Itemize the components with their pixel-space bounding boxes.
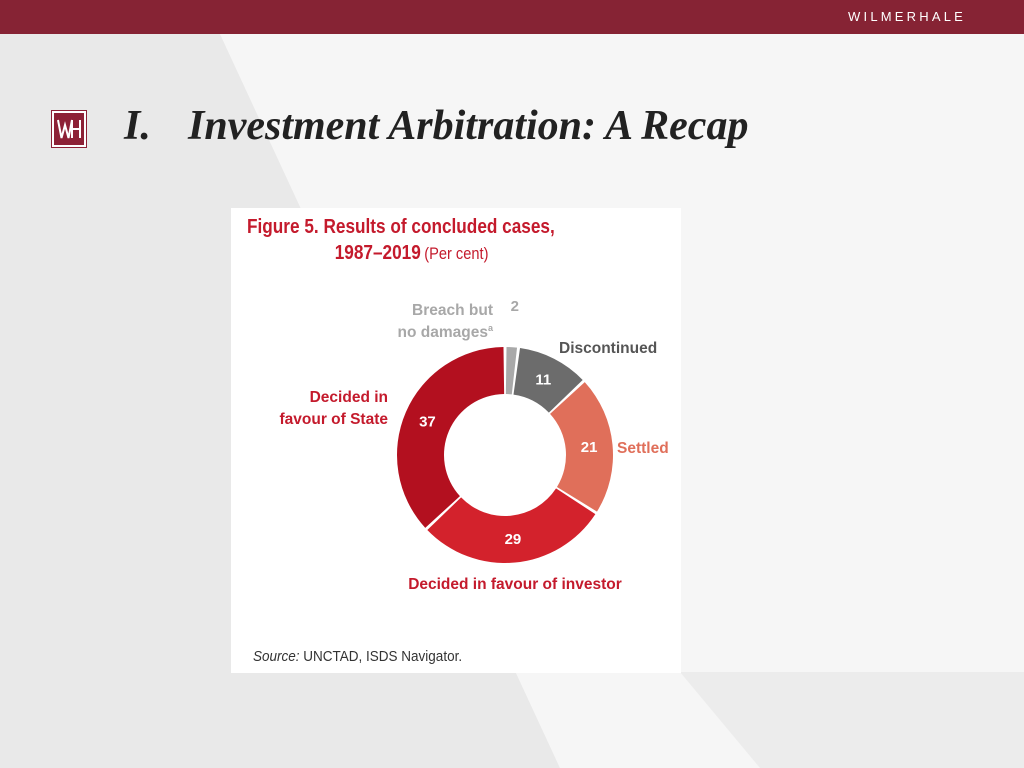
figure-title-line2: 1987–2019 xyxy=(334,242,421,264)
source-label: Source: xyxy=(253,648,300,665)
figure-source: Source: UNCTAD, ISDS Navigator. xyxy=(253,648,462,665)
slice-breach-but-no-damages xyxy=(505,347,518,395)
source-text: UNCTAD, ISDS Navigator. xyxy=(299,648,463,665)
page-title: I. Investment Arbitration: A Recap xyxy=(124,102,748,150)
section-number: I. xyxy=(124,103,151,149)
donut-chart: 2 11 21 29 37 Breach but no damagesa Discontin… xyxy=(279,298,669,593)
brand-name: WILMERHALE xyxy=(848,9,966,24)
header-bar: WILMERHALE xyxy=(0,0,1024,34)
figure-panel: Figure 5. Results of concluded cases, 19… xyxy=(231,208,681,673)
slice-decided-in-favour-of-state xyxy=(396,347,505,528)
figure-title: Figure 5. Results of concluded cases, 19… xyxy=(247,214,555,267)
category-label-settled: Settled xyxy=(617,440,669,457)
slice-discontinued xyxy=(513,348,583,413)
value-label-decided-in-favour-of-investor: 29 xyxy=(505,531,522,548)
category-label-decided-in-favour-of-state: Decided in favour of State xyxy=(279,389,388,428)
value-label-discontinued: 11 xyxy=(535,372,551,389)
wh-logo-icon xyxy=(51,110,87,148)
figure-unit: (Per cent) xyxy=(424,244,489,263)
slice-settled xyxy=(550,382,613,512)
value-label-breach-but-no-damages: 2 xyxy=(511,298,519,315)
value-label-decided-in-favour-of-state: 37 xyxy=(419,413,436,430)
value-label-settled: 21 xyxy=(581,439,598,456)
slice-decided-in-favour-of-investor xyxy=(427,488,596,563)
figure-title-line1: Figure 5. Results of concluded cases, xyxy=(247,216,555,238)
category-label-discontinued: Discontinued xyxy=(559,340,657,357)
section-title: Investment Arbitration: A Recap xyxy=(188,103,749,149)
category-label-breach-but-no-damages: Breach but no damagesa xyxy=(398,302,494,341)
category-label-decided-in-favour-of-investor: Decided in favour of investor xyxy=(408,576,622,593)
